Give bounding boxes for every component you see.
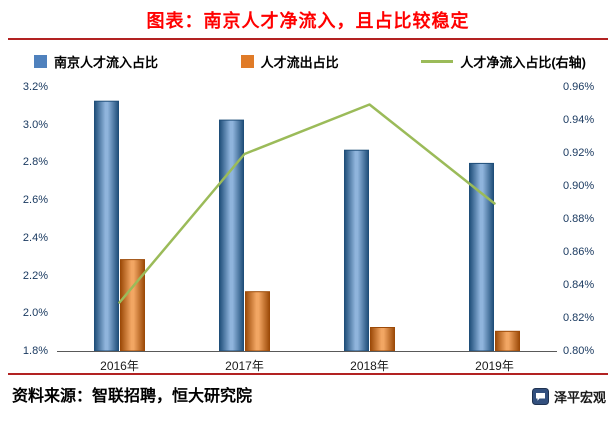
footer-divider xyxy=(8,373,608,375)
x-axis-label: 2017年 xyxy=(225,359,264,373)
axis-tick-label: 2.8% xyxy=(22,156,48,169)
x-axis-label: 2016年 xyxy=(100,359,139,373)
net-line-swatch-icon xyxy=(421,60,454,63)
brand: 泽平宏观 xyxy=(531,387,606,406)
axis-tick-label: 2.0% xyxy=(22,307,48,320)
axis-tick-label: 0.96% xyxy=(563,81,595,93)
legend-label-outflow: 人才流出占比 xyxy=(260,55,339,70)
zeping-logo-icon xyxy=(531,388,549,405)
axis-tick-label: 0.82% xyxy=(563,312,595,324)
outflow-bar-swatch-icon xyxy=(240,55,254,68)
legend-item-net: 人才净流入占比(右轴) xyxy=(421,52,586,71)
chart-title: 图表：南京人才净流入，且占比较稳定 xyxy=(146,11,470,31)
axis-tick-label: 0.86% xyxy=(563,246,595,258)
inflow-bar-swatch-icon xyxy=(34,55,47,68)
source-note: 资料来源：智联招聘，恒大研究院 xyxy=(12,388,253,405)
plot-area xyxy=(57,100,557,352)
title-divider xyxy=(8,38,608,40)
chart-legend: 南京人才流入占比 人才流出占比 人才净流入占比(右轴) xyxy=(34,52,586,71)
legend-label-net: 人才净流入占比(右轴) xyxy=(460,55,586,70)
axis-tick-label: 3.2% xyxy=(22,81,48,93)
axis-tick-label: 0.94% xyxy=(563,114,595,126)
axis-tick-label: 0.84% xyxy=(563,279,595,291)
axis-tick-label: 2.2% xyxy=(22,269,48,282)
legend-item-inflow: 南京人才流入占比 xyxy=(34,52,158,71)
axis-tick-label: 0.80% xyxy=(563,345,595,357)
axis-tick-label: 0.88% xyxy=(563,213,595,225)
x-axis-label: 2018年 xyxy=(350,359,389,373)
legend-label-inflow: 南京人才流入占比 xyxy=(54,55,159,70)
axis-tick-label: 3.0% xyxy=(22,118,48,131)
axis-tick-label: 1.8% xyxy=(22,345,48,357)
legend-item-outflow: 人才流出占比 xyxy=(240,52,339,71)
axis-tick-label: 0.92% xyxy=(563,147,595,159)
axis-tick-label: 2.4% xyxy=(22,231,48,244)
x-axis-label: 2019年 xyxy=(475,359,514,373)
brand-name: 泽平宏观 xyxy=(553,390,606,405)
axis-tick-label: 0.90% xyxy=(563,180,595,192)
axis-tick-label: 2.6% xyxy=(22,194,48,207)
